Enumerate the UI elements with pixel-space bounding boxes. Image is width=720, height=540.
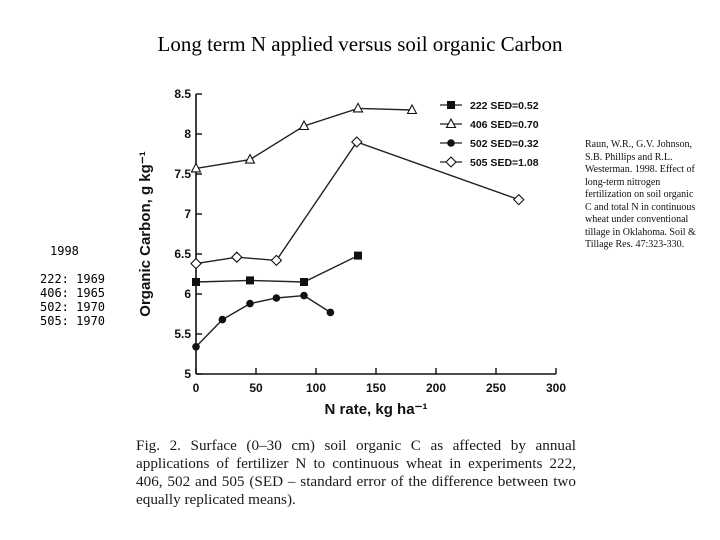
y-tick-label: 6.5: [174, 247, 191, 261]
y-tick-label: 7: [184, 207, 191, 221]
data-point-222: [354, 251, 362, 260]
x-tick-label: 250: [486, 381, 506, 395]
legend-marker: [445, 156, 457, 168]
data-point-222: [246, 276, 254, 285]
legend-label: 502 SED=0.32: [470, 138, 539, 150]
data-point-222: [300, 278, 308, 286]
legend-marker: [447, 139, 455, 147]
data-point-502: [326, 308, 335, 317]
data-point-222: [192, 278, 200, 286]
x-tick-label: 150: [366, 381, 386, 395]
experiment-year-row: 222: 1969: [40, 272, 106, 286]
series-line-222: [195, 254, 359, 283]
series-line-406: [195, 107, 413, 170]
y-tick-label: 8: [184, 127, 191, 141]
experiment-year-row: 502: 1970: [40, 300, 106, 314]
series-line-502: [195, 294, 331, 348]
citation-text: Raun, W.R., G.V. Johnson, S.B. Phillips …: [585, 139, 696, 250]
legend-label: 505 SED=1.08: [470, 157, 539, 169]
year-label: 1998: [50, 244, 79, 258]
x-axis-label: N rate, kg ha⁻¹: [325, 401, 428, 418]
data-point-505: [270, 254, 283, 267]
data-point-505: [513, 193, 525, 206]
y-tick-label: 8.5: [174, 87, 191, 101]
data-point-406: [298, 119, 310, 131]
experiment-year-row: 406: 1965: [40, 286, 106, 300]
y-tick-label: 6: [184, 287, 191, 301]
experiment-years: 1998 222: 1969 406: 1965 502: 1970 505: …: [40, 244, 105, 328]
data-point-406: [244, 153, 256, 164]
data-point-502: [192, 343, 200, 351]
data-point-406: [190, 162, 202, 173]
legend-label: 222 SED=0.52: [470, 100, 539, 112]
legend-marker: [445, 117, 457, 129]
slide-title: Long term N applied versus soil organic …: [157, 32, 563, 56]
legend-label: 406 SED=0.70: [470, 119, 539, 131]
data-point-505: [190, 257, 202, 270]
experiment-year-row: 505: 1970: [40, 314, 106, 328]
data-point-502: [272, 294, 281, 302]
y-tick-label: 5: [184, 367, 191, 381]
x-tick-label: 300: [546, 381, 566, 395]
figure-caption: Fig. 2. Surface (0–30 cm) soil organic C…: [136, 437, 576, 508]
x-tick-label: 50: [249, 381, 263, 395]
y-tick-label: 7.5: [174, 167, 191, 181]
data-point-502: [246, 299, 254, 308]
data-point-502: [218, 315, 227, 324]
data-point-406: [352, 102, 364, 113]
data-point-502: [300, 291, 308, 300]
data-point-406: [406, 103, 418, 115]
data-point-505: [351, 136, 363, 148]
data-point-505: [231, 251, 243, 263]
x-tick-label: 100: [306, 381, 326, 395]
x-tick-label: 200: [426, 381, 446, 395]
y-tick-label: 5.5: [174, 327, 191, 341]
y-axis-label: Organic Carbon, g kg⁻¹: [137, 151, 154, 316]
legend-marker: [447, 101, 455, 109]
x-tick-label: 0: [193, 381, 200, 395]
